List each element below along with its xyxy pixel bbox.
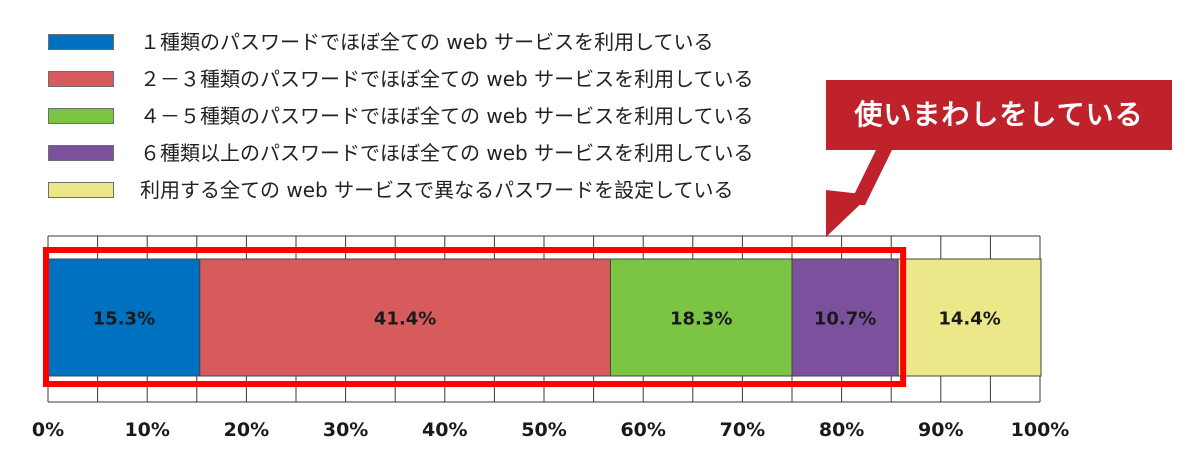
legend-swatch <box>48 182 114 198</box>
legend-item-2-3-passwords: ２－３種類のパスワードでほぼ全ての web サービスを利用している <box>48 67 808 91</box>
legend-item-6-plus-passwords: ６種類以上のパスワードでほぼ全ての web サービスを利用している <box>48 141 808 165</box>
callout-arrow-head <box>826 190 870 237</box>
x-tick-label: 40% <box>422 419 467 441</box>
x-tick-label: 60% <box>620 419 665 441</box>
x-tick-label: 90% <box>918 419 963 441</box>
legend-item-1-password: １種類のパスワードでほぼ全ての web サービスを利用している <box>48 30 808 54</box>
bar-segment <box>897 258 1042 377</box>
x-tick-label: 0% <box>32 419 64 441</box>
legend-swatch <box>48 34 114 50</box>
callout-text: 使いまわしをしている <box>854 98 1144 131</box>
data-label: 10.7% <box>814 309 876 330</box>
data-label: 15.3% <box>93 309 155 330</box>
bar-segment <box>791 258 899 377</box>
data-label: 18.3% <box>670 309 732 330</box>
legend-swatch <box>48 108 114 124</box>
legend-label: ４－５種類のパスワードでほぼ全ての web サービスを利用している <box>140 104 754 128</box>
data-label: 14.4% <box>938 309 1000 330</box>
x-tick-label: 70% <box>720 419 765 441</box>
x-tick-label: 80% <box>819 419 864 441</box>
legend-label: １種類のパスワードでほぼ全ての web サービスを利用している <box>140 30 714 54</box>
x-tick-label: 20% <box>224 419 269 441</box>
callout-arrow-stem <box>849 150 892 205</box>
x-tick-label: 100% <box>1011 419 1070 441</box>
legend-swatch <box>48 71 114 87</box>
legend-label: 利用する全ての web サービスで異なるパスワードを設定している <box>140 178 734 202</box>
callout-box: 使いまわしをしている <box>826 80 1172 150</box>
x-tick-label: 50% <box>521 419 566 441</box>
bar-segment <box>609 258 793 377</box>
legend-item-unique-passwords: 利用する全ての web サービスで異なるパスワードを設定している <box>48 178 808 202</box>
highlight-frame <box>43 247 907 387</box>
x-tick-label: 10% <box>124 419 169 441</box>
x-tick-label: 30% <box>323 419 368 441</box>
legend-swatch <box>48 145 114 161</box>
legend-item-4-5-passwords: ４－５種類のパスワードでほぼ全ての web サービスを利用している <box>48 104 808 128</box>
data-label: 41.4% <box>374 309 436 330</box>
legend-label: ６種類以上のパスワードでほぼ全ての web サービスを利用している <box>140 141 754 165</box>
bar-segment <box>199 258 611 377</box>
legend-label: ２－３種類のパスワードでほぼ全ての web サービスを利用している <box>140 67 754 91</box>
